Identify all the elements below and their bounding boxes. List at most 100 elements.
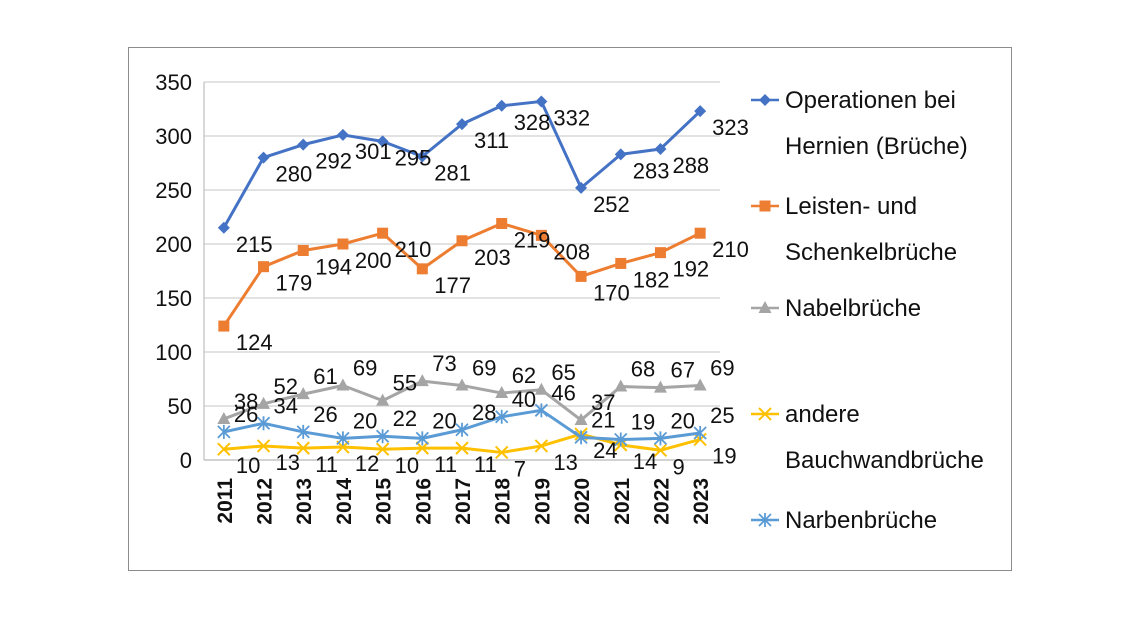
- data-label: 182: [633, 267, 670, 292]
- data-point: [298, 245, 309, 256]
- data-label: 12: [355, 451, 379, 476]
- data-point: [496, 100, 508, 112]
- data-label: 69: [472, 355, 496, 380]
- data-label: 288: [672, 153, 709, 178]
- data-point: [218, 321, 229, 332]
- y-axis: 050100150200250300350: [155, 70, 204, 473]
- data-label: 24: [593, 438, 617, 463]
- data-label: 192: [672, 257, 709, 282]
- data-label: 21: [591, 407, 615, 432]
- y-tick-label: 150: [155, 286, 192, 311]
- data-label: 67: [670, 358, 694, 383]
- data-label: 194: [315, 254, 352, 279]
- data-label: 179: [276, 271, 313, 296]
- data-point: [336, 378, 349, 390]
- data-label: 208: [553, 239, 590, 264]
- data-label: 301: [355, 139, 392, 164]
- data-point: [417, 263, 428, 274]
- x-tick-label: 2014: [333, 478, 356, 525]
- x-tick-label: 2012: [254, 478, 277, 525]
- data-label: 62: [512, 363, 536, 388]
- data-label: 210: [712, 237, 749, 262]
- x-tick-label: 2016: [412, 478, 435, 525]
- data-point: [377, 228, 388, 239]
- y-tick-label: 300: [155, 124, 192, 149]
- y-tick-label: 50: [168, 394, 192, 419]
- data-label: 26: [313, 402, 337, 427]
- y-tick-label: 0: [180, 448, 192, 473]
- data-point: [258, 261, 269, 272]
- data-point: [655, 247, 666, 258]
- data-point: [337, 129, 349, 141]
- data-point: [615, 258, 626, 269]
- x-tick-label: 2022: [650, 478, 673, 525]
- x-tick-label: 2015: [373, 478, 396, 525]
- data-label: 28: [472, 400, 496, 425]
- data-label: 20: [353, 408, 377, 433]
- legend-label: Narbenbrüche: [785, 507, 937, 534]
- data-label: 9: [672, 454, 684, 479]
- data-label: 19: [712, 443, 736, 468]
- data-label: 281: [434, 161, 471, 186]
- chart-frame: 0 50 100 150 200 250 300 350 2011 2012 2013 2014 20…: [128, 47, 1012, 571]
- legend-item-operationen-bei-hernien-br-che: Operationen bei Hernien (Brüche): [751, 87, 968, 160]
- data-label: 69: [353, 355, 377, 380]
- data-point: [218, 222, 230, 234]
- data-point: [337, 239, 348, 250]
- data-label: 20: [432, 408, 456, 433]
- legend-label: Operationen bei: [785, 87, 956, 114]
- legend-item-nabelbr-che: Nabelbrüche: [751, 295, 921, 322]
- data-label: 252: [593, 192, 630, 217]
- x-tick-label: 2020: [571, 478, 594, 525]
- data-label: 61: [313, 364, 337, 389]
- data-point: [258, 152, 270, 164]
- data-label: 323: [712, 115, 749, 140]
- data-label: 46: [551, 380, 575, 405]
- data-label: 69: [710, 355, 734, 380]
- y-tick-label: 200: [155, 232, 192, 257]
- data-label: 73: [432, 351, 456, 376]
- x-tick-label: 2019: [531, 478, 554, 525]
- data-point: [759, 94, 771, 106]
- legend-item-andere-bauchwandbr-che: andere Bauchwandbrüche: [751, 401, 984, 474]
- data-point: [535, 95, 547, 107]
- legend-label: Bauchwandbrüche: [785, 447, 984, 474]
- legend-label: andere: [785, 401, 860, 428]
- data-point: [496, 218, 507, 229]
- data-label: 332: [553, 105, 590, 130]
- data-label: 203: [474, 245, 511, 270]
- data-point: [695, 228, 706, 239]
- legend-item-leisten-und-schenkelbr-che: Leisten- undSchenkelbrüche: [751, 193, 957, 266]
- data-label: 10: [236, 453, 260, 478]
- data-label: 11: [434, 452, 457, 477]
- data-label: 22: [393, 406, 417, 431]
- data-label: 295: [395, 145, 432, 170]
- data-label: 14: [633, 449, 657, 474]
- data-label: 328: [514, 110, 551, 135]
- data-label: 311: [474, 128, 509, 153]
- data-label: 283: [633, 158, 670, 183]
- data-label: 11: [474, 452, 497, 477]
- data-label: 26: [234, 402, 258, 427]
- data-label: 210: [395, 237, 432, 262]
- data-point: [297, 139, 309, 151]
- data-label: 55: [393, 371, 417, 396]
- data-label: 7: [514, 456, 526, 481]
- y-tick-label: 250: [155, 178, 192, 203]
- data-label: 292: [315, 149, 352, 174]
- data-point: [760, 201, 771, 212]
- data-label: 68: [631, 357, 655, 382]
- legend-item-narbenbr-che: Narbenbrüche: [751, 507, 937, 534]
- x-tick-label: 2011: [214, 478, 237, 524]
- data-label: 280: [276, 162, 313, 187]
- data-label: 124: [236, 330, 273, 355]
- data-label: 10: [395, 453, 419, 478]
- x-tick-label: 2021: [611, 478, 634, 525]
- y-tick-label: 350: [155, 70, 192, 95]
- x-tick-label: 2023: [690, 478, 713, 525]
- x-tick-label: 2018: [492, 478, 515, 525]
- legend-label: Hernien (Brüche): [785, 133, 968, 160]
- data-label: 40: [512, 387, 536, 412]
